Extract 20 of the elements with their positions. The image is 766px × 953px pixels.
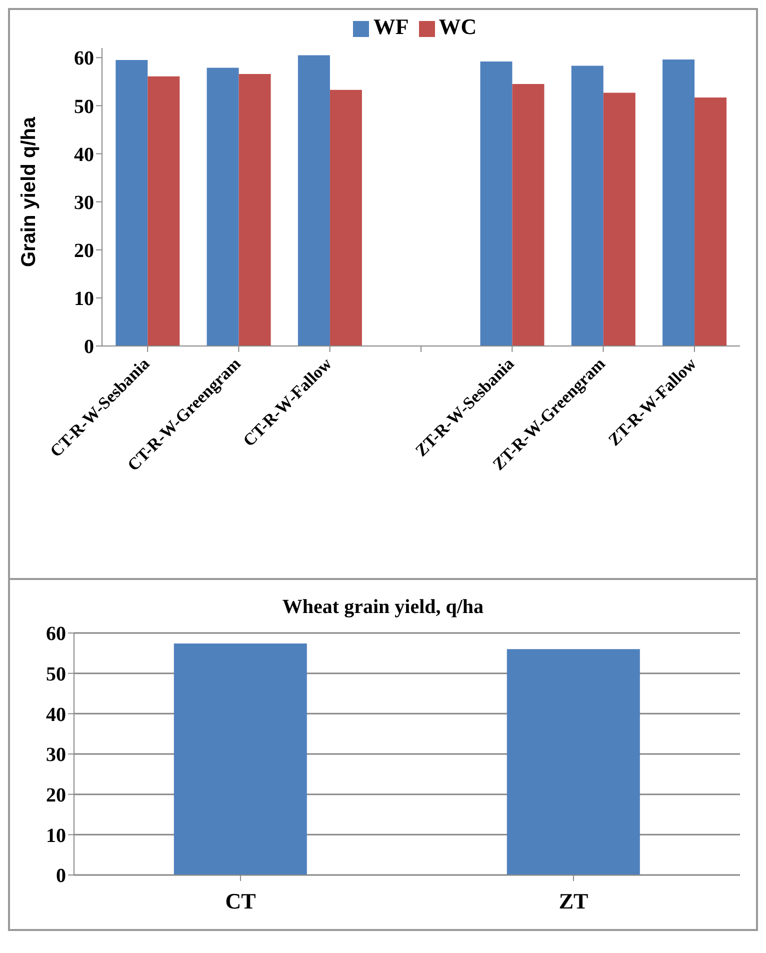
y-tick-label: 60 [74, 48, 94, 70]
legend-label: WF [373, 14, 409, 39]
y-tick-label: 0 [56, 865, 66, 888]
x-tick-label: ZT [558, 888, 588, 914]
y-tick-label: 0 [84, 336, 94, 358]
y-tick-label: 40 [74, 144, 94, 166]
x-tick-label: CT [225, 888, 256, 914]
y-tick-label: 50 [46, 663, 66, 686]
y-tick-label: 30 [46, 744, 66, 766]
chart-title: Wheat grain yield, q/ha [281, 595, 485, 619]
y-tick-label: 10 [46, 824, 66, 847]
y-tick-label: 40 [46, 704, 66, 726]
y-tick-label: 30 [74, 192, 94, 214]
y-tick-label: 20 [74, 240, 94, 262]
y-tick-label: 10 [74, 288, 94, 310]
legend-label: WC [438, 14, 477, 39]
y-tick-label: 60 [46, 623, 66, 646]
y-axis-title: Grain yield q/ha [18, 116, 40, 267]
y-tick-label: 50 [74, 96, 94, 118]
y-tick-label: 20 [46, 784, 66, 806]
